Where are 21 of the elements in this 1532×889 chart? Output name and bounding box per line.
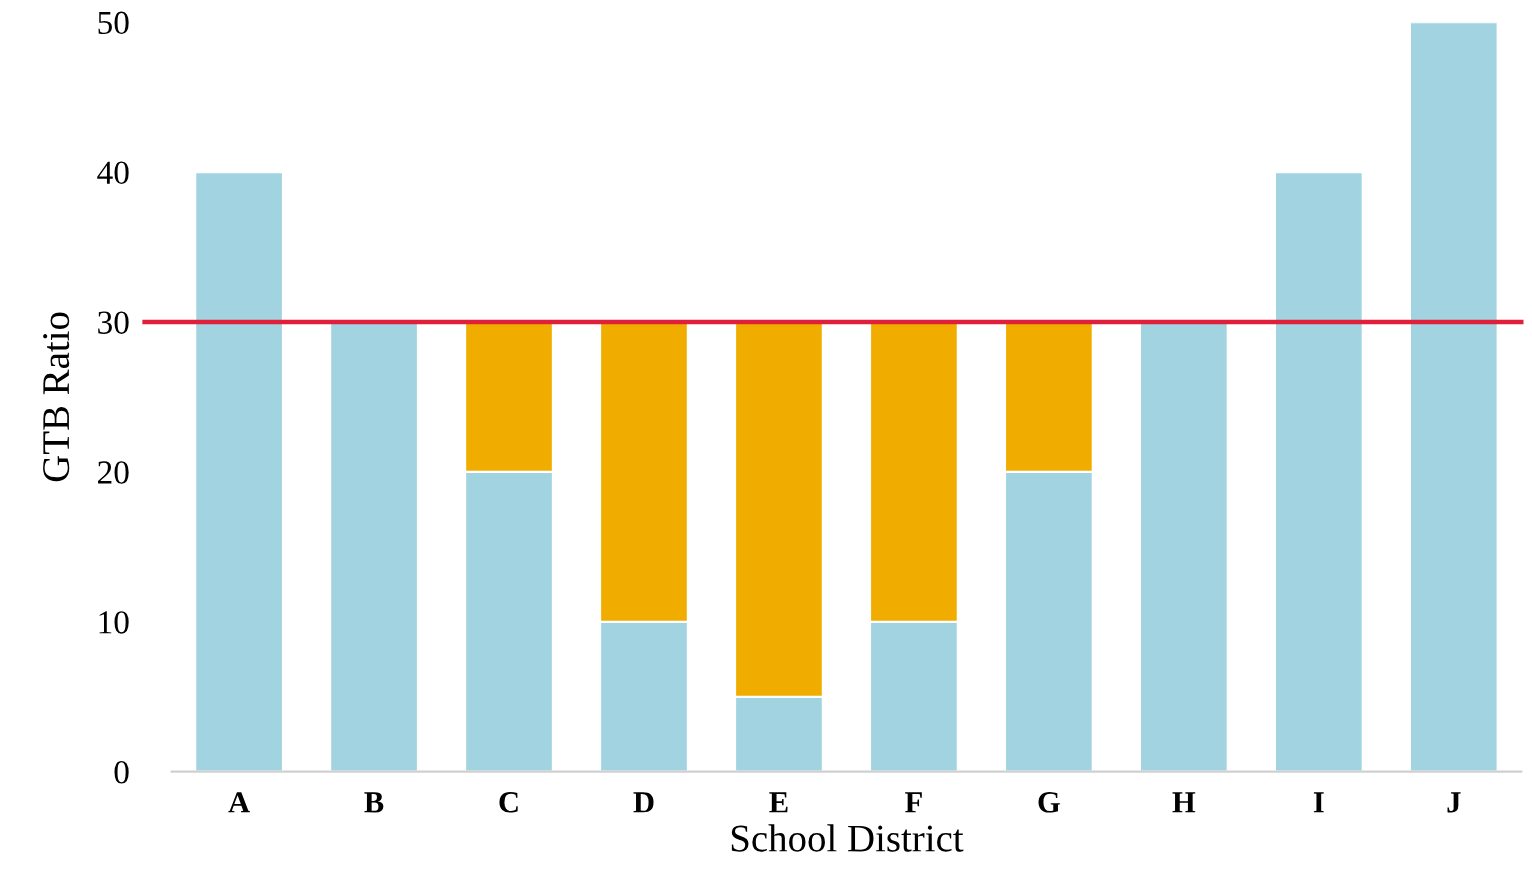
bar bbox=[1273, 171, 1364, 772]
x-tick-label: B bbox=[364, 792, 384, 813]
x-tick-label: G bbox=[1038, 792, 1060, 813]
x-tick-label: A bbox=[228, 792, 250, 813]
x-tick-label: H bbox=[1172, 792, 1196, 813]
y-tick-label: 20 bbox=[98, 461, 129, 484]
x-tick-label: E bbox=[769, 792, 788, 813]
x-tick-label: J bbox=[1447, 792, 1461, 813]
x-axis-title: School District bbox=[731, 824, 964, 852]
y-tick-label: 30 bbox=[98, 311, 129, 334]
y-axis-title: GTB Ratio bbox=[43, 312, 70, 482]
y-tick-label: 40 bbox=[97, 161, 129, 184]
x-tick-label: D bbox=[633, 792, 654, 813]
y-tick-label: 0 bbox=[114, 761, 129, 784]
bar bbox=[194, 171, 284, 772]
bar bbox=[1408, 22, 1499, 772]
x-tick-label: C bbox=[499, 792, 518, 813]
y-tick-label: 50 bbox=[98, 11, 129, 35]
x-tick-label: F bbox=[905, 792, 922, 813]
y-tick-label: 10 bbox=[99, 611, 129, 634]
x-tick-label: I bbox=[1313, 792, 1324, 813]
